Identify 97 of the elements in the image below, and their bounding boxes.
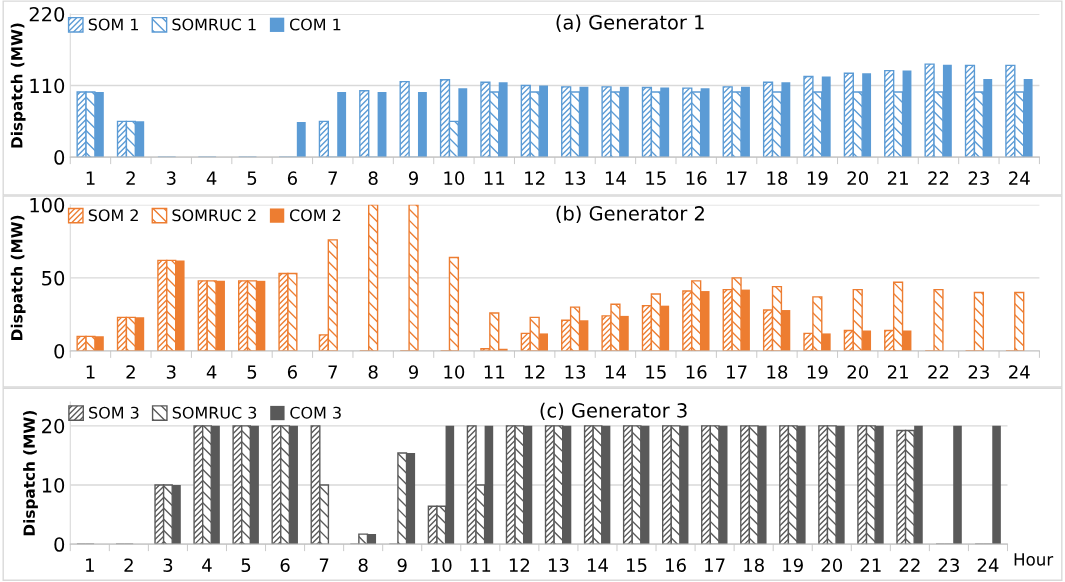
y-tick-label: 110: [30, 78, 65, 94]
y-tick-label: 0: [54, 150, 65, 165]
x-tick-label: 2: [126, 365, 135, 379]
x-tick-label: 20: [821, 558, 843, 573]
x-tick-label: 24: [1009, 365, 1030, 379]
x-tick-label: 22: [928, 365, 949, 379]
x-tick-label: 13: [548, 558, 569, 573]
x-tick-label: 7: [328, 365, 337, 379]
x-tick-label: 1: [86, 171, 95, 185]
x-tick-label: 23: [968, 365, 989, 379]
x-tick-label: 17: [705, 558, 725, 572]
legend-label: SOMRUC 3: [172, 406, 257, 419]
x-tick-label: 16: [666, 558, 686, 573]
x-tick-label: 3: [166, 365, 176, 379]
x-tick-label: 12: [525, 365, 545, 379]
x-tick-label: 21: [887, 365, 908, 379]
x-tick-label: 11: [470, 558, 491, 572]
y-tick-label: 10: [42, 477, 65, 493]
chart-title: (a) Generator 1: [556, 14, 704, 32]
x-tick-label: 20: [847, 365, 869, 379]
x-tick-label: 14: [587, 558, 608, 572]
x-tick-label: 18: [767, 171, 788, 186]
x-tick-label: 19: [783, 558, 803, 573]
x-tick-label: 23: [968, 171, 989, 186]
x-tick-label: 13: [565, 171, 586, 186]
x-tick-label: 8: [368, 365, 378, 379]
x-tick-label: 4: [202, 558, 212, 572]
x-tick-label: 9: [397, 558, 407, 573]
x-tick-label: 16: [686, 171, 707, 186]
x-tick-label: 7: [319, 558, 329, 572]
x-tick-label: 15: [646, 365, 666, 379]
x-tick-label: 8: [368, 171, 378, 186]
x-tick-label: 24: [977, 558, 999, 572]
y-axis-title: Dispatch (MW): [23, 411, 38, 536]
x-tick-label: 19: [807, 171, 828, 186]
x-tick-label: 8: [358, 558, 368, 573]
x-tick-label: 17: [727, 365, 747, 379]
x-tick-label: 6: [287, 365, 297, 379]
chart-title: (b) Generator 2: [556, 205, 704, 224]
x-tick-label: 14: [605, 171, 626, 185]
x-tick-label: 20: [847, 171, 869, 186]
legend-label: SOMRUC 2: [172, 209, 256, 222]
x-tick-label: 10: [444, 365, 465, 379]
legend-label: COM 1: [289, 18, 341, 31]
x-tick-label: 19: [807, 365, 828, 379]
x-tick-label: 1: [86, 558, 94, 572]
x-axis-title: Hour: [1014, 553, 1054, 566]
y-tick-label: 0: [54, 537, 65, 552]
x-tick-label: 18: [767, 365, 788, 379]
y-tick-label: 100: [30, 197, 65, 213]
legend-label: SOM 2: [88, 209, 138, 222]
x-tick-label: 7: [328, 171, 337, 185]
x-tick-label: 15: [627, 558, 647, 573]
x-tick-label: 12: [525, 171, 545, 185]
y-axis-title: Dispatch (MW): [10, 215, 26, 340]
legend-label: SOM 3: [89, 406, 139, 419]
x-tick-label: 6: [280, 558, 290, 573]
x-tick-label: 1: [86, 365, 95, 379]
x-tick-label: 2: [124, 558, 133, 572]
y-tick-label: 20: [42, 418, 65, 434]
x-tick-label: 4: [206, 171, 217, 185]
x-tick-label: 23: [938, 558, 959, 573]
y-tick-label: 220: [29, 6, 65, 22]
x-tick-label: 11: [484, 171, 505, 185]
x-tick-label: 10: [444, 171, 465, 186]
x-tick-label: 12: [509, 558, 530, 572]
x-tick-label: 9: [408, 365, 419, 379]
x-tick-label: 16: [686, 365, 707, 379]
x-tick-label: 5: [241, 558, 251, 573]
x-tick-label: 13: [565, 365, 586, 379]
x-tick-label: 10: [431, 558, 452, 573]
legend-label: SOM 1: [88, 18, 139, 31]
x-tick-label: 2: [126, 171, 135, 185]
x-tick-label: 22: [928, 171, 949, 185]
legend-label: COM 2: [289, 209, 341, 222]
x-tick-label: 21: [860, 558, 881, 572]
legend-label: SOMRUC 1: [172, 18, 256, 31]
y-tick-label: 50: [42, 270, 65, 286]
legend-label: COM 3: [290, 406, 341, 419]
y-axis-title: Dispatch (MW): [10, 23, 26, 148]
x-tick-label: 22: [899, 558, 920, 572]
x-tick-label: 14: [605, 365, 626, 379]
x-tick-label: 6: [287, 171, 297, 186]
x-tick-label: 24: [1009, 171, 1030, 185]
x-tick-label: 18: [744, 558, 764, 573]
x-tick-label: 17: [727, 171, 747, 185]
x-tick-label: 3: [163, 558, 173, 573]
x-tick-label: 5: [247, 365, 257, 379]
x-tick-label: 11: [484, 365, 505, 379]
x-tick-label: 5: [247, 171, 257, 186]
x-tick-label: 21: [887, 171, 908, 185]
chart-title: (c) Generator 3: [540, 402, 687, 421]
x-tick-label: 3: [166, 171, 176, 186]
x-tick-label: 9: [408, 171, 419, 186]
x-tick-label: 15: [646, 171, 666, 186]
y-tick-label: 0: [54, 343, 65, 359]
x-tick-label: 4: [206, 365, 217, 379]
